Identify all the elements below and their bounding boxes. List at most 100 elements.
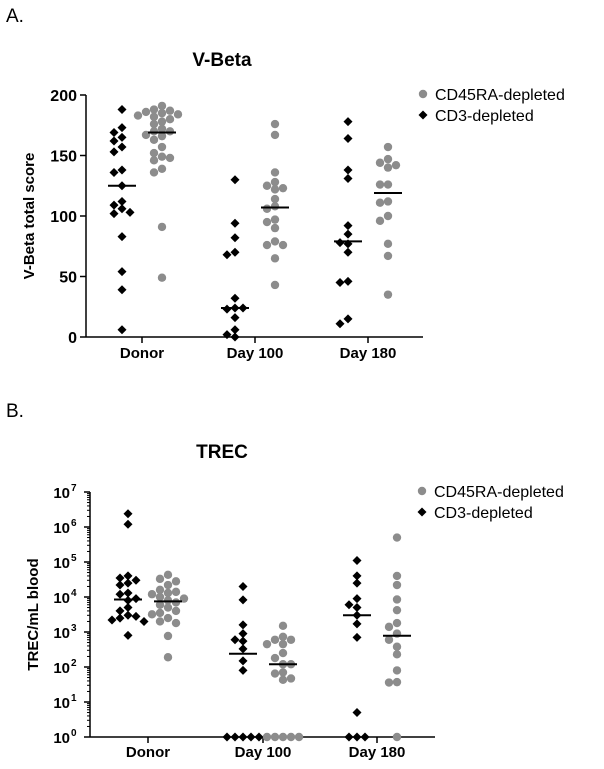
- data-point-cd3: [117, 325, 127, 335]
- data-point-cd45ra: [392, 650, 402, 659]
- y-tick-label: 100: [50, 209, 77, 226]
- data-point-cd45ra: [383, 163, 393, 172]
- data-point-cd3: [246, 732, 256, 742]
- y-tick-exponent: 0: [71, 728, 77, 739]
- data-point-cd3: [117, 196, 127, 206]
- data-point-cd45ra: [155, 600, 165, 609]
- y-tick-exponent: 7: [71, 483, 77, 494]
- data-point-cd45ra: [270, 168, 280, 177]
- data-point-cd3: [343, 276, 353, 286]
- data-point-cd45ra: [270, 635, 280, 644]
- data-point-cd45ra: [157, 152, 167, 161]
- y-tick-base: 10: [53, 660, 70, 677]
- data-point-cd3: [238, 620, 248, 630]
- y-tick-exponent: 5: [71, 553, 77, 564]
- data-point-cd45ra: [270, 732, 280, 742]
- y-tick-base: 10: [53, 625, 70, 642]
- data-point-cd3: [117, 123, 127, 133]
- x-tick-label: Day 180: [340, 345, 397, 362]
- data-point-cd45ra: [155, 574, 165, 584]
- data-point-cd45ra: [383, 239, 393, 249]
- data-point-cd45ra: [171, 618, 181, 628]
- data-point-cd45ra: [286, 674, 296, 683]
- data-point-cd45ra: [149, 168, 159, 177]
- data-point-cd45ra: [262, 240, 272, 250]
- data-point-cd45ra: [149, 105, 159, 114]
- data-point-cd3: [238, 629, 248, 639]
- y-tick-label: 150: [50, 149, 77, 166]
- y-tick-label: 10: [53, 590, 70, 607]
- data-point-cd45ra: [383, 142, 393, 152]
- data-point-cd45ra: [262, 181, 272, 190]
- data-point-cd3: [343, 173, 353, 183]
- data-point-cd3: [230, 293, 240, 303]
- data-point-cd3: [343, 221, 353, 231]
- data-point-cd45ra: [278, 732, 288, 742]
- data-point-cd3: [230, 313, 240, 323]
- y-tick-base: 10: [53, 590, 70, 607]
- data-point-cd3: [343, 117, 353, 127]
- data-point-cd45ra: [155, 608, 165, 618]
- data-point-cd45ra: [163, 653, 173, 662]
- data-point-cd45ra: [149, 127, 159, 136]
- y-tick-label: 10: [53, 695, 70, 712]
- data-point-cd45ra: [165, 153, 175, 163]
- data-point-cd3: [343, 314, 353, 324]
- data-point-cd45ra: [391, 160, 401, 170]
- data-point-cd45ra: [270, 215, 280, 224]
- y-tick-label: 0: [68, 330, 77, 347]
- data-point-cd45ra: [157, 164, 167, 174]
- data-point-cd45ra: [157, 273, 167, 282]
- data-point-cd3: [230, 635, 240, 645]
- data-point-cd3: [230, 732, 240, 742]
- data-point-cd45ra: [384, 622, 394, 632]
- data-point-cd45ra: [149, 135, 159, 144]
- data-point-cd45ra: [171, 577, 181, 586]
- data-point-cd45ra: [294, 732, 304, 742]
- data-point-cd3: [352, 578, 362, 588]
- data-point-cd3: [107, 615, 117, 625]
- y-tick-base: 10: [53, 555, 70, 572]
- data-point-cd45ra: [155, 592, 165, 602]
- data-point-cd45ra: [157, 124, 167, 134]
- data-point-cd45ra: [384, 678, 394, 687]
- data-point-cd45ra: [383, 211, 393, 221]
- data-point-cd45ra: [384, 635, 394, 644]
- data-point-cd45ra: [270, 130, 280, 140]
- data-point-cd3: [352, 556, 362, 566]
- data-point-cd3: [238, 581, 248, 591]
- data-point-cd3: [123, 588, 133, 598]
- legend-label: CD45RA-depleted: [435, 87, 565, 104]
- data-point-cd45ra: [392, 533, 402, 542]
- data-point-cd3: [343, 247, 353, 257]
- panel-label: A.: [6, 6, 24, 27]
- data-point-cd45ra: [392, 605, 402, 615]
- data-point-cd45ra: [278, 240, 288, 250]
- data-point-cd3: [117, 285, 127, 295]
- data-point-cd45ra: [278, 648, 288, 658]
- legend: CD45RA-depleted CD3-depleted: [418, 87, 565, 125]
- data-point-cd3: [230, 233, 240, 243]
- data-point-cd3: [230, 218, 240, 228]
- data-point-cd45ra: [383, 180, 393, 189]
- data-point-cd45ra: [149, 119, 159, 129]
- data-point-cd3: [222, 250, 232, 260]
- y-tick-base: 10: [53, 485, 70, 502]
- data-point-cd3: [222, 304, 232, 314]
- data-point-cd3: [222, 330, 232, 340]
- data-point-cd3: [352, 732, 362, 742]
- data-point-cd45ra: [163, 613, 173, 623]
- y-tick-base: 10: [53, 730, 70, 747]
- data-point-cd45ra: [392, 571, 402, 581]
- data-point-cd45ra: [270, 194, 280, 204]
- data-point-cd45ra: [157, 101, 167, 111]
- y-tick-base: 10: [53, 695, 70, 712]
- data-point-cd3: [352, 619, 362, 629]
- data-point-cd3: [238, 644, 248, 654]
- x-tick-label: Day 100: [235, 744, 292, 761]
- data-point-cd3: [238, 656, 248, 666]
- data-point-cd45ra: [392, 677, 402, 687]
- data-point-cd45ra: [157, 222, 167, 232]
- data-point-cd3: [109, 167, 119, 177]
- data-point-cd45ra: [157, 117, 167, 126]
